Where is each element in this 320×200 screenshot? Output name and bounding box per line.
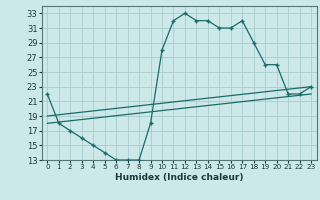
X-axis label: Humidex (Indice chaleur): Humidex (Indice chaleur)	[115, 173, 244, 182]
